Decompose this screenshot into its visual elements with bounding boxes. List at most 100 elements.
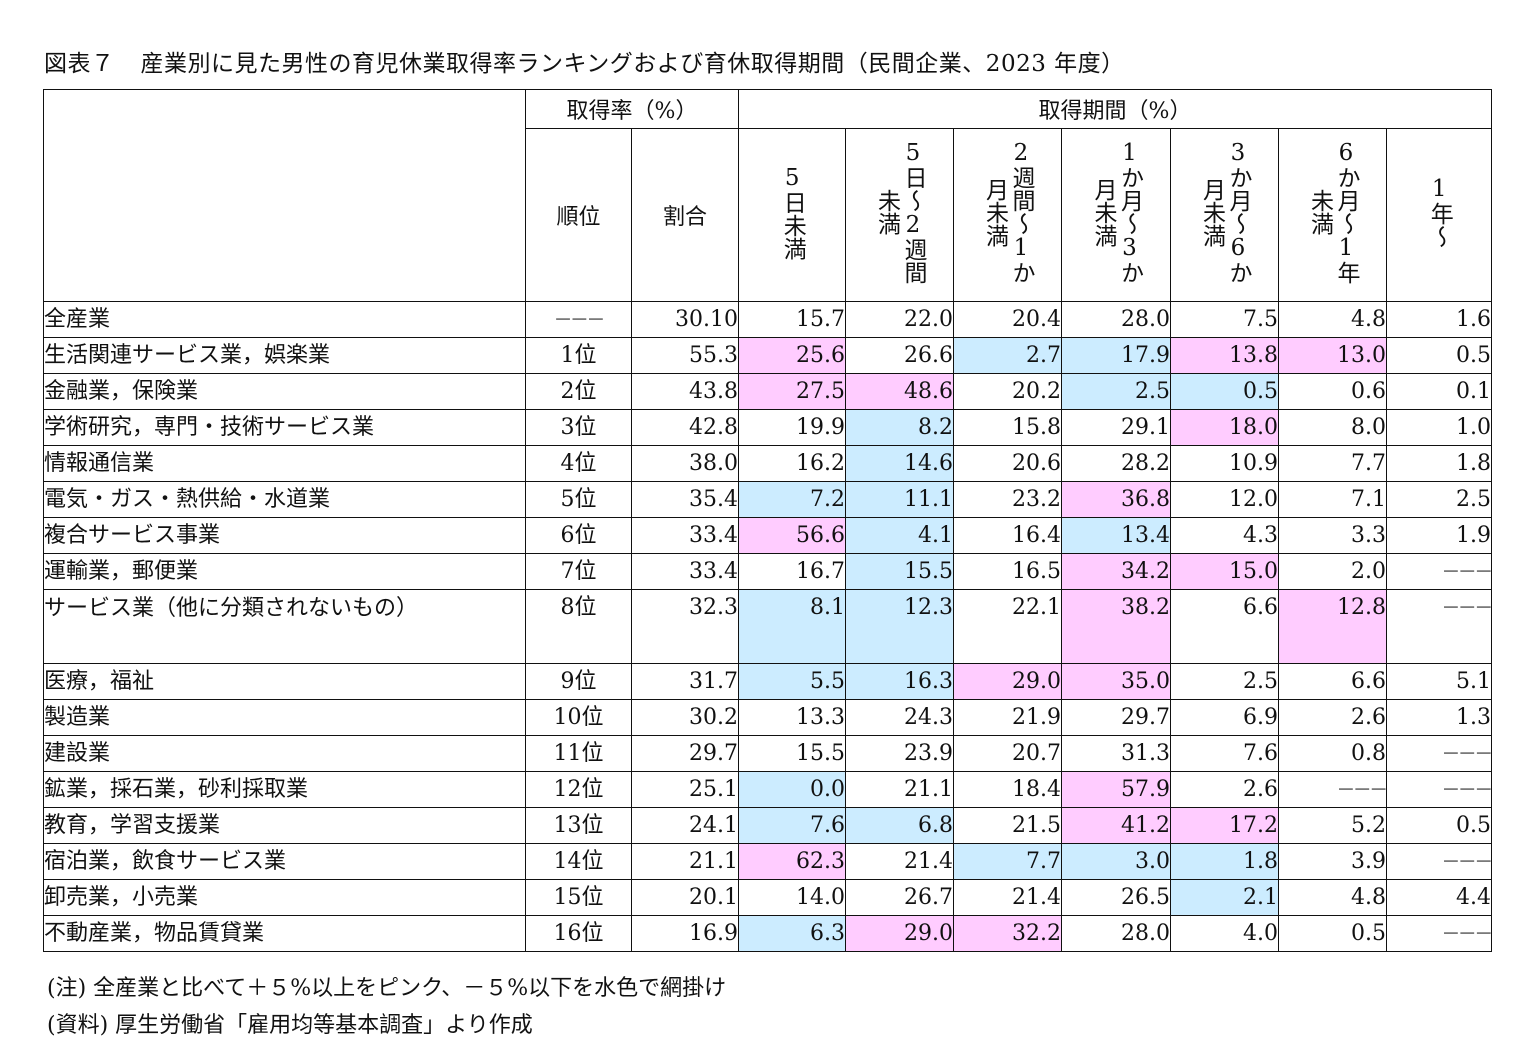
period-cell: 6.6 (1278, 663, 1387, 700)
period-cell: 15.5 (845, 553, 954, 590)
period-cell: 29.7 (1061, 699, 1171, 736)
period-cell: 26.7 (845, 879, 954, 916)
period-cell: 8.0 (1278, 409, 1387, 446)
period-cell: 1.9 (1385, 517, 1493, 554)
period-cell: 34.2 (1061, 553, 1171, 590)
period-cell: 62.3 (738, 843, 846, 880)
period-header-1: 5日～2週間未満 (845, 128, 954, 302)
footnote-note: (注) 全産業と比べて＋５%以上をピンク、－５%以下を水色で網掛け (47, 976, 727, 1001)
table-row: 金融業，保険業 2位 43.8 27.5 48.6 20.2 2.5 0.5 0.6 0.1 (43, 373, 1493, 410)
period-cell: −−− (1385, 915, 1493, 952)
rank-cell: 9位 (525, 663, 632, 700)
period-cell: 18.4 (953, 771, 1062, 808)
table-row: 電気・ガス・熱供給・水道業 5位 35.4 7.2 11.1 23.2 36.8 12.0 7.… (43, 481, 1493, 518)
period-group-header: 取得期間（%） (737, 89, 1493, 129)
period-cell: 4.4 (1385, 879, 1493, 916)
period-cell: 8.1 (738, 589, 846, 664)
period-cell: 16.4 (953, 517, 1062, 554)
industry-name: 建設業 (43, 735, 526, 772)
period-cell: 4.0 (1170, 915, 1279, 952)
period-cell: 2.7 (953, 337, 1062, 374)
table-row: 学術研究，専門・技術サービス業 3位 42.8 19.9 8.2 15.8 29.1 18.0… (43, 409, 1493, 446)
period-cell: −−− (1385, 735, 1493, 772)
period-cell: 16.7 (738, 553, 846, 590)
period-cell: 20.4 (953, 301, 1062, 338)
period-cell: 5.2 (1278, 807, 1387, 844)
table-row: 卸売業，小売業 15位 20.1 14.0 26.7 21.4 26.5 2.1 4.8 4.4 (43, 879, 1493, 916)
period-header-4: 3か月～6か月未満 (1170, 128, 1279, 302)
period-cell: 5.1 (1385, 663, 1493, 700)
period-cell: 7.2 (738, 481, 846, 518)
rank-cell: 1位 (525, 337, 632, 374)
period-cell: 12.8 (1278, 589, 1387, 664)
period-cell: 35.0 (1061, 663, 1171, 700)
industry-name: 宿泊業，飲食サービス業 (43, 843, 526, 880)
rank-cell: 8位 (525, 589, 632, 664)
figure-title-text: 産業別に見た男性の育児休業取得率ランキングおよび育休取得期間（民間企業、2023… (140, 51, 1125, 77)
period-cell: 36.8 (1061, 481, 1171, 518)
rank-cell: 3位 (525, 409, 632, 446)
period-cell: 29.1 (1061, 409, 1171, 446)
period-cell: 7.6 (1170, 735, 1279, 772)
table-row: 鉱業，採石業，砂利採取業 12位 25.1 0.0 21.1 18.4 57.9 2.6 −−−… (43, 771, 1493, 808)
period-cell: 12.0 (1170, 481, 1279, 518)
period-cell: 22.1 (953, 589, 1062, 664)
period-cell: 20.6 (953, 445, 1062, 482)
table-row: 医療，福祉 9位 31.7 5.5 16.3 29.0 35.0 2.5 6.6 5.1 (43, 663, 1493, 700)
table-row: 宿泊業，飲食サービス業 14位 21.1 62.3 21.4 7.7 3.0 1.8 3.9 −−… (43, 843, 1493, 880)
period-cell: 57.9 (1061, 771, 1171, 808)
industry-name: 生活関連サービス業，娯楽業 (43, 337, 526, 374)
period-cell: 3.0 (1061, 843, 1171, 880)
period-cell: 15.8 (953, 409, 1062, 446)
ratio-cell: 30.10 (631, 301, 739, 338)
industry-name: 医療，福祉 (43, 663, 526, 700)
ratio-cell: 29.7 (631, 735, 739, 772)
period-cell: 18.0 (1170, 409, 1279, 446)
rank-cell: 10位 (525, 699, 632, 736)
industry-name: 学術研究，専門・技術サービス業 (43, 409, 526, 446)
period-cell: 4.3 (1170, 517, 1279, 554)
period-cell: 0.5 (1385, 807, 1493, 844)
period-cell: 1.0 (1385, 409, 1493, 446)
ratio-cell: 24.1 (631, 807, 739, 844)
table-row: 運輸業，郵便業 7位 33.4 16.7 15.5 16.5 34.2 15.0 2.0 −−− (43, 553, 1493, 590)
table-row: サービス業（他に分類されないもの） 8位 32.3 8.1 12.3 22.1 38.2 6.… (43, 589, 1493, 664)
period-cell: 13.3 (738, 699, 846, 736)
period-cell: 16.3 (845, 663, 954, 700)
period-cell: 8.2 (845, 409, 954, 446)
table-row: 複合サービス事業 6位 33.4 56.6 4.1 16.4 13.4 4.3 3.3 1.9 (43, 517, 1493, 554)
period-cell: 7.7 (953, 843, 1062, 880)
period-cell: 15.0 (1170, 553, 1279, 590)
period-header-2: 2週間～1か月未満 (953, 128, 1062, 302)
table-row: 教育，学習支援業 13位 24.1 7.6 6.8 21.5 41.2 17.2 5.2 0.5 (43, 807, 1493, 844)
rank-cell: 14位 (525, 843, 632, 880)
period-cell: 21.5 (953, 807, 1062, 844)
figure-title: 図表７ 産業別に見た男性の育児休業取得率ランキングおよび育休取得期間（民間企業、2… (44, 44, 1125, 78)
period-cell: −−− (1385, 843, 1493, 880)
period-cell: 7.6 (738, 807, 846, 844)
period-cell: 27.5 (738, 373, 846, 410)
period-cell: 21.4 (953, 879, 1062, 916)
period-cell: 13.0 (1278, 337, 1387, 374)
period-cell: 14.6 (845, 445, 954, 482)
figure-number: 図表７ (44, 51, 115, 77)
rank-cell: 11位 (525, 735, 632, 772)
period-cell: 17.9 (1061, 337, 1171, 374)
industry-name: サービス業（他に分類されないもの） (43, 589, 526, 664)
period-cell: 23.9 (845, 735, 954, 772)
period-header-3: 1か月～3か月未満 (1061, 128, 1171, 302)
rate-group-header: 取得率（%） (525, 89, 739, 129)
period-cell: −−− (1385, 553, 1493, 590)
industry-name: 不動産業，物品賃貸業 (43, 915, 526, 952)
period-cell: 6.6 (1170, 589, 1279, 664)
table-row: 生活関連サービス業，娯楽業 1位 55.3 25.6 26.6 2.7 17.9 13.8 13… (43, 337, 1493, 374)
ratio-cell: 16.9 (631, 915, 739, 952)
period-cell: 1.6 (1385, 301, 1493, 338)
period-cell: 29.0 (953, 663, 1062, 700)
period-cell: 0.0 (738, 771, 846, 808)
rank-cell: 12位 (525, 771, 632, 808)
period-cell: 21.4 (845, 843, 954, 880)
period-header-0: 5日未満 (738, 128, 846, 302)
ratio-cell: 35.4 (631, 481, 739, 518)
table-row: 製造業 10位 30.2 13.3 24.3 21.9 29.7 6.9 2.6 1.3 (43, 699, 1493, 736)
